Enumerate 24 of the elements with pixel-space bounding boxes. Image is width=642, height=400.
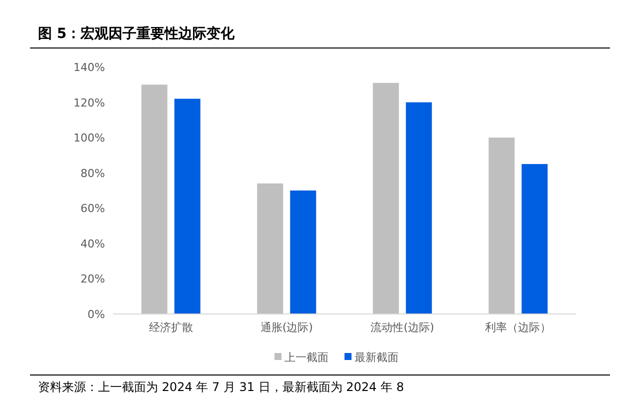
x-tick-label: 流动性(边际): [370, 321, 434, 334]
bar: [257, 183, 284, 314]
y-tick-label: 140%: [74, 61, 105, 74]
bar: [174, 98, 200, 314]
y-tick-label: 40%: [80, 237, 105, 250]
legend-label: 上一截面: [284, 351, 328, 364]
y-tick-label: 60%: [80, 202, 105, 216]
bar: [488, 138, 515, 314]
bar: [141, 84, 168, 314]
y-tick-label: 0%: [88, 308, 105, 321]
bar: [372, 82, 399, 314]
y-tick-label: 80%: [80, 166, 105, 180]
text: 资料来源：上一截面为 2024 年 7 月 31 日，最新截面为 2024 年 8: [38, 380, 404, 394]
x-tick-label: 通胀(边际): [260, 321, 313, 334]
bar: [406, 102, 432, 314]
chart-title: 图 5：宏观因子重要性边际变化: [38, 25, 236, 42]
x-tick-label: 利率（边际）: [485, 321, 552, 334]
bar: [522, 164, 548, 314]
bar: [290, 190, 316, 314]
legend-label: 最新截面: [354, 351, 398, 364]
x-tick-label: 经济扩散: [148, 321, 193, 334]
y-tick-label: 120%: [74, 96, 105, 110]
y-tick-label: 100%: [74, 132, 105, 145]
y-tick-label: 20%: [80, 272, 105, 286]
